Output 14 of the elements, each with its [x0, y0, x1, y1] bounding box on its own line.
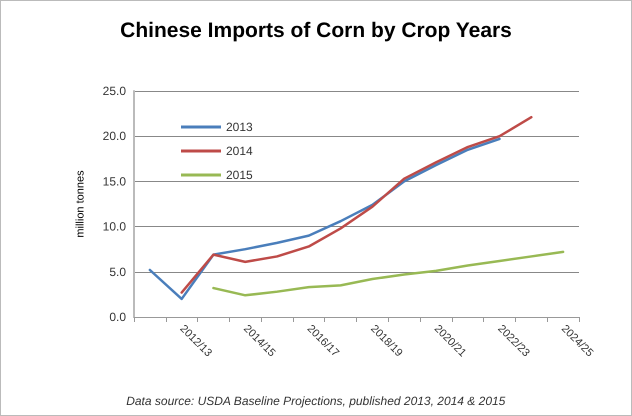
y-tick-label: 5.0: [109, 264, 126, 279]
line-series: [212, 250, 564, 297]
y-tick-label: 15.0: [102, 174, 126, 188]
line-series: [180, 116, 533, 294]
legend-label: 2014: [226, 144, 254, 158]
y-tick-label: 20.0: [102, 129, 126, 144]
source-note: Data source: USDA Baseline Projections, published 2013, 2014 & 2015: [126, 394, 506, 408]
y-tick-label: 0.0: [109, 310, 126, 324]
legend-label: 2013: [226, 120, 254, 134]
y-tick-label: 25.0: [102, 84, 126, 98]
y-tick-label: 10.0: [102, 220, 126, 234]
chart-title: Chinese Imports of Corn by Crop Years: [120, 19, 512, 42]
legend-label: 2015: [226, 168, 254, 182]
y-axis-title: million tonnes: [74, 170, 86, 238]
